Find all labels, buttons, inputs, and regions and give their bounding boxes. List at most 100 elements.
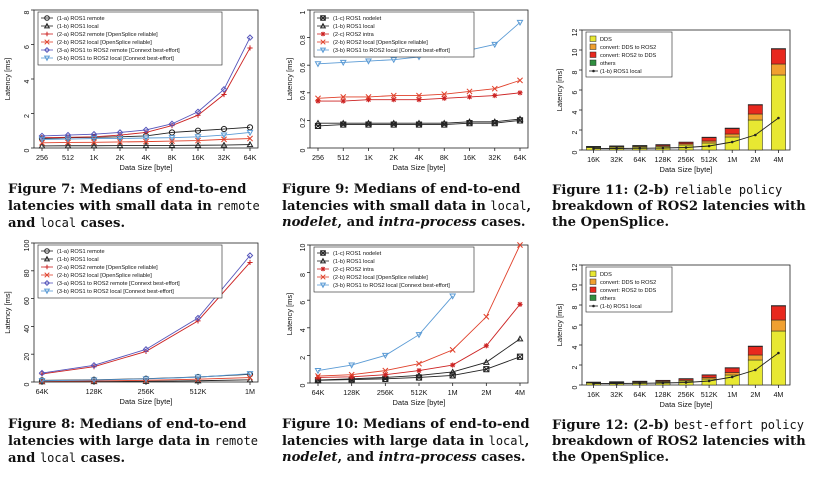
- data-point: [450, 362, 456, 368]
- legend-label: (3-a) ROS1 to ROS2 remote [Connext best-…: [57, 281, 180, 287]
- data-point: [339, 59, 347, 67]
- figure-10-chart: 0 2 4 6 8 10 64K 128K 256K 512K 1M 2M 4M Data Size [b…: [282, 235, 542, 413]
- y-tick-label: 0.6: [300, 63, 307, 73]
- legend-swatch: [589, 51, 597, 58]
- data-point: [516, 353, 524, 360]
- legend-label: (1-b) ROS1 local: [333, 24, 375, 30]
- y-tick-label: 0.4: [300, 90, 307, 100]
- line-point: [730, 140, 734, 144]
- x-tick-label: 32K: [218, 153, 231, 162]
- bar-segment: [771, 330, 786, 386]
- data-point: [381, 373, 389, 381]
- x-tick-label: 512K: [411, 388, 428, 397]
- legend-box: [37, 11, 223, 66]
- legend-marker: [320, 266, 326, 272]
- data-point: [168, 141, 176, 148]
- data-point: [491, 118, 499, 125]
- line-point: [592, 382, 595, 385]
- bar-segment: [724, 367, 740, 373]
- data-point: [142, 346, 150, 353]
- data-point: [466, 118, 473, 125]
- x-tick-label: 32K: [488, 153, 501, 162]
- legend-label: (3-b) ROS1 to ROS2 local [Connext best-e…: [57, 56, 174, 62]
- y-axis-label: Latency [ms]: [285, 293, 294, 336]
- legend-marker: [44, 248, 50, 254]
- bar-segment: [747, 359, 763, 386]
- legend-marker: [320, 39, 326, 45]
- x-tick-label: 2M: [481, 388, 491, 397]
- bar-segment: [724, 136, 740, 151]
- figure-8-chart: 0 20 40 60 80 100 64K 128K 256K 512K 1M Data Size […: [0, 235, 272, 413]
- legend-label: (2-b) ROS2 local [OpenSplice reliable]: [333, 275, 428, 281]
- x-tick-label: 256: [36, 153, 48, 162]
- legend-marker: [43, 288, 51, 295]
- bar-segment: [724, 372, 740, 376]
- legend-label: (1-a) ROS1 remote: [57, 16, 105, 22]
- x-tick-label: 32K: [610, 155, 623, 164]
- data-point: [348, 371, 355, 378]
- y-tick-label: 0: [24, 148, 31, 152]
- x-axis-label: Data Size [byte]: [120, 397, 173, 406]
- legend-label: (3-b) ROS1 to ROS2 local [Connext best-e…: [333, 283, 450, 289]
- bar-segment: [724, 133, 740, 138]
- x-tick-label: 512: [337, 153, 349, 162]
- data-point: [482, 358, 490, 365]
- data-point: [116, 135, 124, 143]
- y-tick-label: 8: [300, 273, 307, 277]
- figure-7-caption: Figure 7: Medians of end-to-end latencie…: [8, 182, 260, 231]
- y-tick-label: 0: [572, 150, 579, 154]
- data-point: [365, 58, 372, 65]
- x-tick-label: 1M: [245, 387, 255, 396]
- bar-segment: [771, 48, 786, 65]
- legend-marker: [592, 304, 595, 308]
- line-point: [707, 379, 711, 383]
- y-tick-label: 8: [572, 70, 579, 74]
- data-point: [390, 92, 397, 99]
- legend-label: (2-b) ROS2 local [OpenSplice reliable]: [57, 40, 152, 46]
- data-point: [221, 91, 227, 98]
- x-axis-label: Data Size [byte]: [393, 163, 446, 172]
- x-tick-label: 4K: [415, 153, 424, 162]
- data-point: [314, 119, 322, 126]
- data-point: [247, 374, 253, 381]
- y-tick-label: 10: [300, 244, 307, 252]
- data-point: [348, 362, 356, 369]
- data-point: [90, 362, 98, 369]
- legend-label: (3-a) ROS1 to ROS2 remote [Connext best-…: [57, 48, 180, 54]
- figure-11-caption: Figure 11: (2-b) reliable policy breakdo…: [552, 183, 806, 230]
- y-tick-label: 0: [572, 385, 579, 389]
- line-point: [777, 116, 780, 120]
- data-point: [168, 135, 176, 142]
- bar-segment: [724, 127, 740, 129]
- x-tick-label: 16K: [587, 155, 600, 164]
- series-line: [41, 373, 251, 382]
- x-tick-label: 32K: [610, 390, 623, 399]
- line-point: [661, 381, 665, 385]
- bar-segment: [771, 319, 786, 332]
- data-point: [246, 34, 254, 41]
- data-point: [449, 293, 457, 300]
- x-axis-label: Data Size [byte]: [660, 400, 713, 409]
- x-tick-label: 64K: [244, 153, 257, 162]
- legend-label: (1-b) ROS1 local: [57, 257, 99, 263]
- data-point: [246, 252, 254, 259]
- legend-label: convert: DDS to ROS2: [600, 45, 656, 51]
- data-point: [194, 374, 202, 381]
- legend-swatch: [589, 278, 597, 285]
- x-tick-label: 256K: [678, 155, 695, 164]
- legend-marker: [319, 257, 327, 264]
- y-axis-label: Latency [ms]: [285, 58, 294, 101]
- y-tick-label: 12: [572, 29, 579, 37]
- data-point: [64, 142, 72, 149]
- legend-marker: [320, 15, 326, 21]
- y-tick-label: 40: [24, 325, 31, 333]
- data-point: [483, 313, 490, 320]
- data-point: [391, 97, 397, 103]
- line-point: [730, 375, 734, 379]
- bar-segment: [701, 137, 717, 142]
- data-point: [91, 139, 97, 146]
- legend-marker: [43, 279, 51, 287]
- data-point: [194, 108, 202, 116]
- data-point: [466, 94, 473, 100]
- x-tick-label: 512K: [190, 387, 207, 396]
